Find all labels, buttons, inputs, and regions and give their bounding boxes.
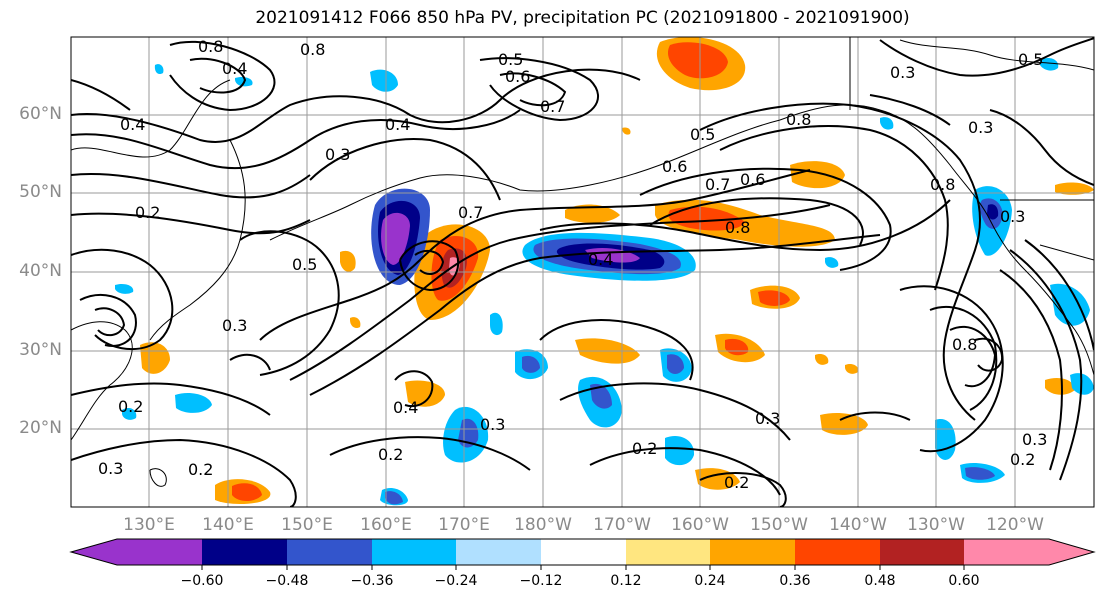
lon-label: 170°E <box>438 515 490 535</box>
colorbar-segment-under <box>71 539 117 565</box>
contour-label: 0.8 <box>725 218 750 237</box>
contour-label: 0.4 <box>393 398 418 417</box>
contour-label: 0.2 <box>724 473 749 492</box>
contour-label: 0.5 <box>498 50 523 69</box>
colorbar-segment <box>795 539 880 565</box>
colorbar-segment <box>287 539 372 565</box>
lat-label: 20°N <box>19 418 62 438</box>
contour-label: 0.8 <box>786 110 811 129</box>
lat-label: 40°N <box>19 261 62 281</box>
lon-label: 150°E <box>281 515 333 535</box>
contour-label: 0.3 <box>222 316 247 335</box>
lon-label: 130°E <box>123 515 175 535</box>
contour-label: 0.8 <box>930 175 955 194</box>
contour-label: 0.5 <box>292 255 317 274</box>
lon-label: 140°W <box>829 515 887 535</box>
colorbar-segment <box>456 539 541 565</box>
colorbar-label: 0.48 <box>864 573 896 589</box>
colorbar-label: −0.36 <box>350 573 394 589</box>
colorbar-label: 0.12 <box>610 573 642 589</box>
contour-label: 0.2 <box>378 445 403 464</box>
lat-label: 30°N <box>19 340 62 360</box>
lon-label: 160°W <box>671 515 729 535</box>
colorbar-label: −0.12 <box>519 573 563 589</box>
contour-label: 0.3 <box>98 459 123 478</box>
contour-label: 0.2 <box>632 439 657 458</box>
contour-label: 0.2 <box>1010 450 1035 469</box>
lon-label: 140°E <box>202 515 254 535</box>
colorbar-segment <box>880 539 964 565</box>
colorbar-label: −0.60 <box>180 573 224 589</box>
contour-label: 0.3 <box>325 145 350 164</box>
contour-label: 0.2 <box>188 460 213 479</box>
contour-label: 0.7 <box>705 175 730 194</box>
contour-label: 0.5 <box>1018 50 1043 69</box>
colorbar-segment <box>541 539 626 565</box>
contour-label: 0.7 <box>458 203 483 222</box>
colorbar <box>69 538 1096 570</box>
contour-label: 0.3 <box>1000 207 1025 226</box>
contour-label: 0.3 <box>480 415 505 434</box>
lat-label: 50°N <box>19 182 62 202</box>
contour-label: 0.8 <box>198 37 223 56</box>
contour-label: 0.8 <box>300 40 325 59</box>
colorbar-label: 0.36 <box>779 573 811 589</box>
precip-shading <box>115 37 1094 506</box>
contour-label: 0.3 <box>968 118 993 137</box>
contour-label: 0.7 <box>540 97 565 116</box>
lon-label: 160°E <box>360 515 412 535</box>
contour-label: 0.4 <box>120 115 145 134</box>
contour-label: 0.4 <box>588 250 613 269</box>
colorbar-label: 0.24 <box>694 573 726 589</box>
colorbar-label: 0.60 <box>948 573 980 589</box>
lon-label: 180°W <box>514 515 572 535</box>
lon-label: 150°W <box>750 515 808 535</box>
lon-label: 120°W <box>986 515 1044 535</box>
colorbar-segment <box>710 539 795 565</box>
contour-label: 0.2 <box>135 203 160 222</box>
contour-label: 0.4 <box>385 115 410 134</box>
map-border <box>70 36 1095 508</box>
colorbar-label: −0.48 <box>265 573 309 589</box>
contour-label-group: 0.8 0.8 0.4 0.5 0.6 0.7 0.4 0.3 0.4 0.3 … <box>98 37 1047 492</box>
contour-label: 0.2 <box>118 397 143 416</box>
contour-label: 0.8 <box>952 335 977 354</box>
colorbar-segment <box>117 539 202 565</box>
contour-label: 0.6 <box>505 67 530 86</box>
pv-contours <box>71 37 1094 507</box>
lat-label: 60°N <box>19 104 62 124</box>
colorbar-segment-over <box>1049 539 1094 565</box>
colorbar-segment <box>372 539 456 565</box>
contour-label: 0.4 <box>222 59 247 78</box>
colorbar-segment <box>626 539 710 565</box>
contour-label: 0.3 <box>1022 430 1047 449</box>
contour-label: 0.6 <box>662 157 687 176</box>
contour-label: 0.6 <box>740 170 765 189</box>
lon-label: 170°W <box>593 515 651 535</box>
colorbar-label: −0.24 <box>434 573 478 589</box>
colorbar-segment <box>202 539 287 565</box>
contour-label: 0.5 <box>690 125 715 144</box>
map-title: 2021091412 F066 850 hPa PV, precipitatio… <box>255 8 910 28</box>
contour-label: 0.3 <box>755 409 780 428</box>
lon-label: 130°W <box>907 515 965 535</box>
colorbar-segment <box>964 539 1049 565</box>
contour-label: 0.3 <box>890 63 915 82</box>
